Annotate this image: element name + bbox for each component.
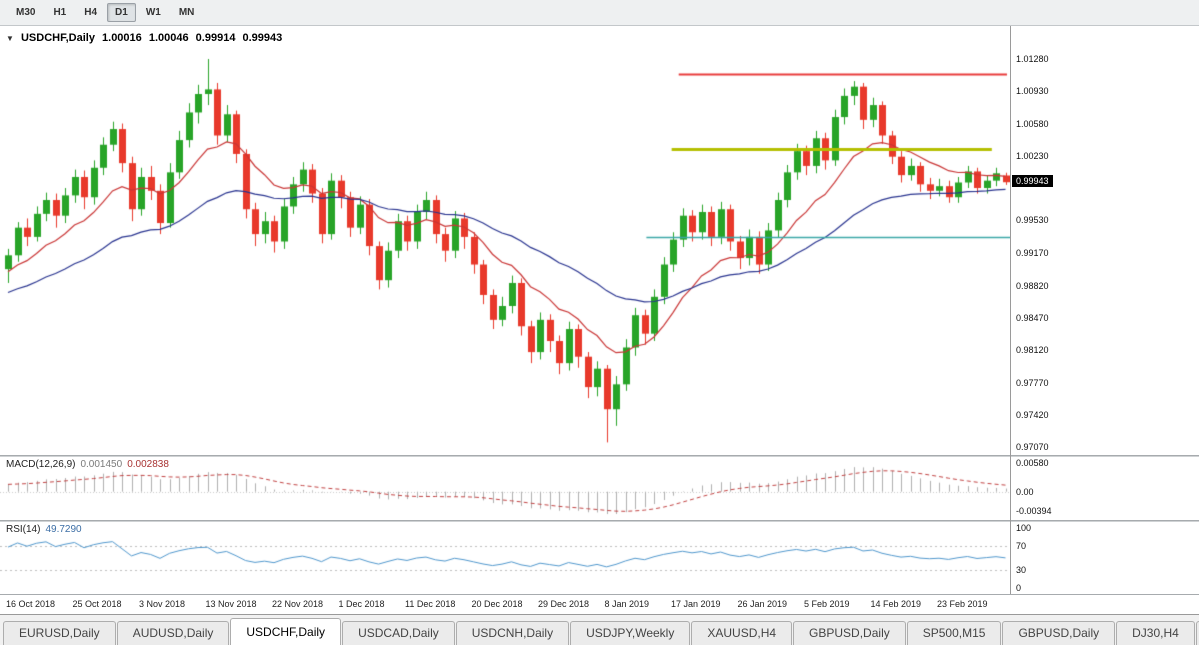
date-axis-label: 26 Jan 2019 bbox=[737, 599, 788, 609]
rsi-axis-label: 70 bbox=[1016, 541, 1027, 551]
macd-axis-label: -0.00394 bbox=[1016, 506, 1052, 517]
time-axis[interactable]: 16 Oct 2018 25 Oct 2018 3 Nov 2018 13 Nov 2… bbox=[0, 594, 1199, 615]
date-axis-label: 22 Nov 2018 bbox=[272, 599, 324, 609]
macd-panel-label: MACD(12,26,9) 0.001450 0.002838 bbox=[6, 459, 169, 470]
symbol-tab-usdjpy-5[interactable]: USDJPY,Weekly bbox=[570, 621, 691, 645]
symbol-tab-bar: EURUSD,Daily AUDUSD,Daily USDCHF,Daily USDC… bbox=[0, 614, 1199, 645]
date-axis-label: 11 Dec 2018 bbox=[405, 599, 456, 609]
price-axis-label: 1.00230 bbox=[1016, 150, 1049, 161]
date-axis-label: 29 Dec 2018 bbox=[538, 599, 590, 609]
price-axis-label: 0.99530 bbox=[1016, 215, 1049, 226]
date-axis-label: 25 Oct 2018 bbox=[72, 599, 122, 609]
symbol-tab-usdcad-3[interactable]: USDCAD,Daily bbox=[342, 621, 455, 645]
date-axis-label: 8 Jan 2019 bbox=[604, 599, 650, 609]
date-axis-label: 14 Feb 2019 bbox=[870, 599, 922, 609]
timeframe-toolbar: M30 H1 H4 D1 W1 MN bbox=[0, 0, 1199, 26]
symbol-tab-usdchf-2[interactable]: USDCHF,Daily bbox=[230, 618, 342, 645]
symbol-tab-xauusd-6[interactable]: XAUUSD,H4 bbox=[691, 621, 793, 645]
symbol-tab-usdcnh-4[interactable]: USDCNH,Daily bbox=[455, 621, 570, 645]
rsi-indicator-name: RSI(14) bbox=[6, 524, 41, 535]
main-chart-canvas[interactable] bbox=[0, 26, 1010, 455]
macd-axis-label: 0.00580 bbox=[1016, 457, 1049, 468]
price-axis-label: 0.98820 bbox=[1016, 280, 1049, 291]
timeframe-button-h1[interactable]: H1 bbox=[53, 7, 67, 18]
rsi-value: 49.7290 bbox=[45, 524, 82, 535]
ohlc-open: 1.00016 bbox=[102, 32, 142, 44]
rsi-axis-label: 0 bbox=[1016, 583, 1022, 593]
rsi-axis-label: 30 bbox=[1016, 565, 1027, 575]
price-axis-label: 1.01280 bbox=[1016, 54, 1049, 64]
symbol-tab-gbpusd-7[interactable]: GBPUSD,Daily bbox=[793, 621, 906, 645]
date-axis-label: 5 Feb 2019 bbox=[804, 599, 850, 609]
date-axis-label: 3 Nov 2018 bbox=[139, 599, 186, 609]
date-axis-label: 1 Dec 2018 bbox=[338, 599, 385, 609]
date-axis-label: 17 Jan 2019 bbox=[671, 599, 721, 609]
price-axis-label: 1.00580 bbox=[1016, 118, 1049, 129]
macd-indicator-name: MACD(12,26,9) bbox=[6, 459, 76, 470]
timeframe-button-mn[interactable]: MN bbox=[178, 7, 195, 18]
timeframe-button-d1[interactable]: D1 bbox=[107, 3, 136, 22]
current-price-badge: 0.99943 bbox=[1012, 175, 1053, 188]
chart-window: ▼ USDCHF,Daily 1.00016 1.00046 0.99914 0… bbox=[0, 26, 1199, 615]
date-axis-label: 13 Nov 2018 bbox=[205, 599, 257, 609]
chart-collapse-icon[interactable]: ▼ bbox=[6, 34, 14, 43]
macd-pane-splitter[interactable] bbox=[0, 455, 1199, 457]
price-axis-label: 0.97420 bbox=[1016, 409, 1049, 420]
ohlc-high: 1.00046 bbox=[148, 32, 189, 44]
symbol-tab-audusd-1[interactable]: AUDUSD,Daily bbox=[116, 621, 230, 645]
ohlc-low: 0.99914 bbox=[195, 32, 236, 44]
symbol-tab-tech100-11[interactable]: TECH100,H4 bbox=[1195, 621, 1199, 645]
macd-main-value: 0.001450 bbox=[80, 459, 123, 470]
macd-indicator-canvas[interactable] bbox=[0, 457, 1010, 520]
price-axis-label: 0.98120 bbox=[1016, 345, 1049, 356]
rsi-indicator-canvas[interactable] bbox=[0, 522, 1010, 594]
timeframe-button-w1[interactable]: W1 bbox=[145, 7, 161, 18]
symbol-tab-sp500-8[interactable]: SP500,M15 bbox=[906, 621, 1002, 645]
ohlc-close: 0.99943 bbox=[242, 32, 283, 44]
rsi-panel-label: RSI(14) 49.7290 bbox=[6, 524, 82, 535]
price-axis-label: 0.99170 bbox=[1016, 248, 1049, 259]
rsi-axis-label: 100 bbox=[1016, 523, 1032, 533]
price-axis-label: 0.98470 bbox=[1016, 312, 1049, 323]
chart-symbol-title: USDCHF,Daily bbox=[20, 32, 95, 44]
chart-header: ▼ USDCHF,Daily 1.00016 1.00046 0.99914 0… bbox=[6, 32, 286, 44]
macd-signal-value: 0.002838 bbox=[127, 459, 169, 470]
price-axis-label: 0.97770 bbox=[1016, 377, 1049, 388]
symbol-tab-eurusd-0[interactable]: EURUSD,Daily bbox=[3, 621, 116, 645]
macd-axis-label: 0.00 bbox=[1016, 486, 1034, 497]
date-axis-label: 20 Dec 2018 bbox=[471, 599, 523, 609]
rsi-pane-splitter[interactable] bbox=[0, 520, 1199, 522]
date-axis-label: 23 Feb 2019 bbox=[937, 599, 988, 609]
date-axis-label: 16 Oct 2018 bbox=[6, 599, 56, 609]
symbol-tab-dj30-10[interactable]: DJ30,H4 bbox=[1116, 621, 1195, 645]
price-axis-label: 0.97070 bbox=[1016, 442, 1049, 453]
symbol-tab-gbpusd-9[interactable]: GBPUSD,Daily bbox=[1002, 621, 1116, 645]
timeframe-button-h4[interactable]: H4 bbox=[84, 7, 98, 18]
price-axis-separator[interactable] bbox=[1010, 26, 1011, 614]
timeframe-button-m30[interactable]: M30 bbox=[16, 7, 36, 18]
price-axis-label: 1.00930 bbox=[1016, 86, 1049, 97]
